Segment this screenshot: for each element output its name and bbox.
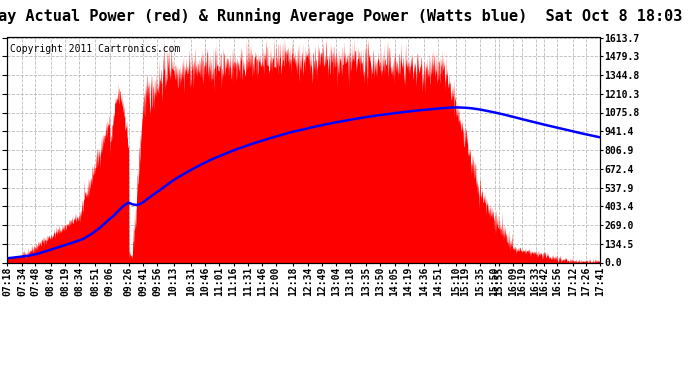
Text: Copyright 2011 Cartronics.com: Copyright 2011 Cartronics.com bbox=[10, 44, 180, 54]
Text: West Array Actual Power (red) & Running Average Power (Watts blue)  Sat Oct 8 18: West Array Actual Power (red) & Running … bbox=[0, 8, 682, 24]
